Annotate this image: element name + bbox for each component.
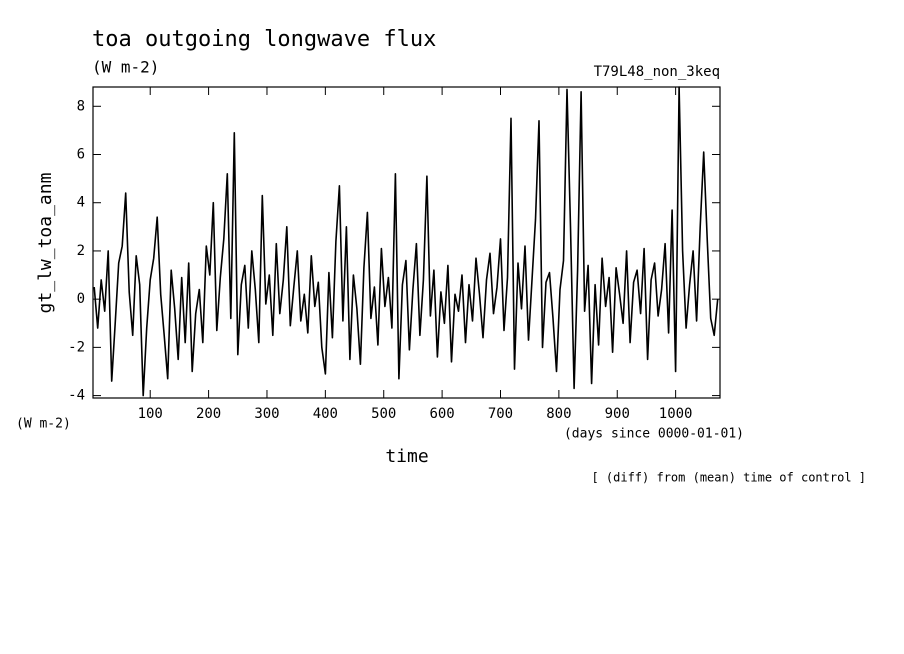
y-tick-label: -2 <box>68 339 85 355</box>
y-axis-label: gt_lw_toa_anm <box>35 173 56 314</box>
run-label: T79L48_non_3keq <box>594 64 720 80</box>
footnote: [ (diff) from (mean) time of control ] <box>591 471 866 485</box>
x-units: (days since 0000-01-01) <box>564 427 744 442</box>
chart-title: toa outgoing longwave flux <box>92 27 436 52</box>
x-tick-label: 200 <box>196 406 221 422</box>
x-axis-label: time <box>385 446 428 467</box>
plot-frame <box>92 86 721 399</box>
y-tick-label: 0 <box>77 291 85 307</box>
data-line <box>93 86 719 397</box>
y-tick-label: -4 <box>68 388 85 404</box>
x-tick-label: 100 <box>138 406 163 422</box>
y-tick-label: 2 <box>77 243 85 259</box>
x-tick-label: 900 <box>605 406 630 422</box>
y-tick-label: 4 <box>77 195 85 211</box>
y-tick-label: 6 <box>77 147 85 163</box>
x-tick-label: 800 <box>546 406 571 422</box>
x-tick-label: 1000 <box>659 406 693 422</box>
chart-subtitle: (W m-2) <box>92 58 159 77</box>
y-tick-label: 8 <box>77 98 85 114</box>
x-tick-label: 300 <box>254 406 279 422</box>
x-tick-label: 700 <box>488 406 513 422</box>
y-units: (W m-2) <box>16 417 71 432</box>
x-tick-label: 500 <box>371 406 396 422</box>
x-tick-label: 600 <box>429 406 454 422</box>
x-tick-label: 400 <box>313 406 338 422</box>
